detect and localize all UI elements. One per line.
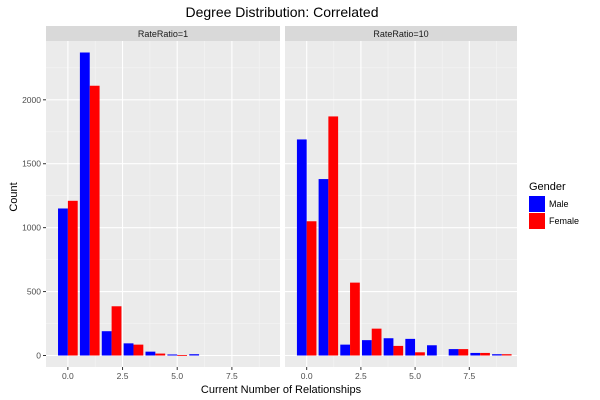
bar-male-x0: [58, 208, 68, 356]
facet-strip-label: RateRatio=1: [138, 29, 188, 39]
facet-strip: [46, 26, 280, 41]
bar-female-x3: [371, 328, 382, 356]
bar-female-x7: [458, 349, 469, 356]
bar-female-x9: [501, 354, 512, 356]
bar-female-x0: [306, 221, 317, 356]
bar-male-x1: [79, 52, 90, 356]
bar-male-x5: [167, 354, 178, 356]
bar-male-x9: [492, 354, 502, 356]
x-tick-label: 5.0: [409, 371, 421, 381]
y-tick-label: 500: [27, 287, 41, 297]
bar-male-x4: [383, 338, 394, 356]
bar-male-x3: [123, 343, 134, 356]
y-tick-label: 0: [36, 350, 41, 360]
bar-female-x5: [415, 352, 425, 356]
bar-female-x5: [177, 355, 188, 356]
legend-label-male: Male: [549, 199, 569, 209]
y-axis-title: Count: [8, 182, 20, 211]
bar-female-x0: [67, 200, 78, 356]
bar-male-x5: [405, 338, 416, 356]
legend-key-male: [529, 196, 545, 212]
facet-strip-label: RateRatio=10: [373, 29, 428, 39]
legend: Gender Male Female: [529, 181, 579, 229]
facet-panels: RateRatio=1 0.0 2.5 5.0 7.5 RateRatio=10 0.0 2.…: [46, 26, 517, 381]
y-tick-label: 1500: [22, 159, 41, 169]
bar-male-x8: [470, 352, 481, 356]
x-tick-label: 7.5: [226, 371, 238, 381]
bar-male-x4: [145, 351, 156, 356]
y-tick-label: 1000: [22, 223, 41, 233]
legend-title: Gender: [529, 181, 566, 193]
facet-panel-1: RateRatio=1 0.0 2.5 5.0 7.5: [46, 26, 280, 381]
y-axis: 0 500 1000 1500 2000: [22, 95, 46, 360]
chart-title: Degree Distribution: Correlated: [186, 4, 379, 20]
bar-female-x2: [350, 282, 360, 356]
bar-male-x2: [101, 331, 112, 356]
bar-female-x3: [133, 344, 144, 356]
facet-strip: [285, 26, 517, 41]
x-tick-label: 7.5: [463, 371, 475, 381]
bar-male-x0: [296, 139, 307, 356]
bar-male-x6: [189, 354, 200, 356]
bar-female-x2: [111, 306, 122, 356]
bar-female-x8: [480, 352, 490, 356]
bar-male-x6: [427, 345, 437, 356]
x-tick-label: 0.0: [62, 371, 74, 381]
facet-panel-2: RateRatio=10 0.0 2.5 5.0 7.5: [285, 26, 517, 381]
bar-male-x3: [361, 340, 372, 356]
x-tick-label: 0.0: [301, 371, 313, 381]
x-tick-label: 2.5: [355, 371, 367, 381]
bar-female-x1: [328, 116, 339, 356]
bar-male-x1: [318, 179, 329, 356]
legend-label-female: Female: [549, 216, 579, 226]
bar-female-x4: [393, 345, 404, 356]
x-tick-label: 2.5: [117, 371, 129, 381]
bar-male-x7: [448, 349, 459, 356]
x-axis-title: Current Number of Relationships: [201, 384, 362, 396]
legend-key-female: [529, 213, 545, 229]
x-tick-label: 5.0: [171, 371, 183, 381]
bar-male-x2: [340, 344, 351, 356]
bar-female-x1: [89, 85, 100, 356]
bar-female-x4: [155, 353, 166, 356]
y-tick-label: 2000: [22, 95, 41, 105]
